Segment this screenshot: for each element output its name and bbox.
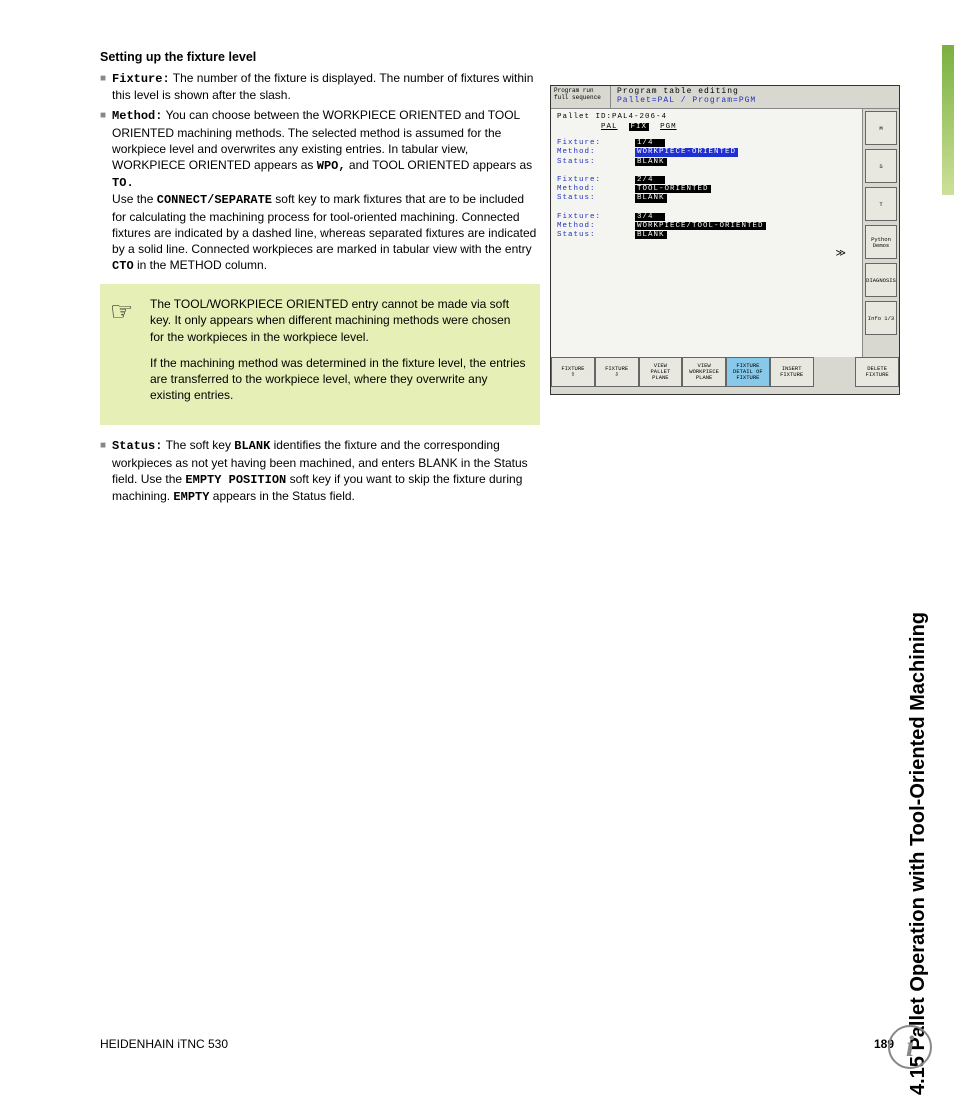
- cnc-softkey[interactable]: DELETEFIXTURE: [855, 357, 899, 387]
- term-to: TO.: [112, 176, 134, 190]
- pointing-hand-icon: ☞: [110, 294, 133, 329]
- cnc-fixture-value: 2/4: [635, 176, 665, 184]
- side-title-container: 4.15 Pallet Operation with Tool-Oriented…: [904, 45, 934, 865]
- cnc-header: Program run full sequence Program table …: [551, 86, 899, 109]
- cnc-field-label: Status:: [557, 231, 635, 239]
- text: appears in the Status field.: [209, 489, 354, 503]
- cnc-softkey[interactable]: VIEWPALLETPLANE: [639, 357, 683, 387]
- cnc-method-value: WORKPIECE-ORIENTED: [635, 148, 738, 156]
- cnc-fixture-group: Fixture:3/4Method:WORKPIECE/TOOL-ORIENTE…: [557, 213, 856, 240]
- cnc-side-button[interactable]: S: [865, 149, 897, 183]
- cnc-softkey[interactable]: VIEWWORKPIECEPLANE: [682, 357, 726, 387]
- term-status: Status:: [112, 439, 162, 453]
- note-box: ☞ The TOOL/WORKPIECE ORIENTED entry cann…: [100, 284, 540, 425]
- cnc-field-label: Method:: [557, 222, 635, 230]
- cnc-softkey-spacer: [814, 357, 856, 387]
- text: and TOOL ORIENTED appears as: [346, 158, 533, 172]
- bullet-mark: ■: [100, 439, 106, 505]
- term-fixture: Fixture:: [112, 72, 170, 86]
- cnc-side-panel: MST PythonDemos DIAGNOSIS Info 1/3: [863, 109, 899, 357]
- note-paragraph: The TOOL/WORKPIECE ORIENTED entry cannot…: [150, 296, 526, 345]
- bullet-mark: ■: [100, 109, 106, 274]
- cnc-side-button[interactable]: M: [865, 111, 897, 145]
- cnc-pallet-id: Pallet ID:PAL4-206-4: [557, 113, 856, 121]
- cnc-method-value: TOOL-ORIENTED: [635, 185, 711, 193]
- cnc-field-label: Status:: [557, 194, 635, 202]
- cnc-softkey[interactable]: FIXTURE⇩: [595, 357, 639, 387]
- cnc-side-button[interactable]: DIAGNOSIS: [865, 263, 897, 297]
- cnc-field-label: Method:: [557, 185, 635, 193]
- text: The number of the fixture is displayed. …: [112, 71, 533, 102]
- cnc-softkey-bar: FIXTURE⇧FIXTURE⇩VIEWPALLETPLANEVIEWWORKP…: [551, 357, 899, 387]
- cnc-fixture-group: Fixture:1/4Method:WORKPIECE-ORIENTEDStat…: [557, 139, 856, 166]
- cnc-tab-pal: PAL: [601, 123, 618, 131]
- note-paragraph: If the machining method was determined i…: [150, 355, 526, 404]
- cnc-softkey[interactable]: INSERTFIXTURE: [770, 357, 814, 387]
- cnc-main-area: Pallet ID:PAL4-206-4 PAL FIX PGM Fixture…: [551, 109, 863, 357]
- term-empty-position: EMPTY POSITION: [185, 473, 286, 487]
- term-empty: EMPTY: [173, 490, 209, 504]
- side-accent-bar: [942, 45, 954, 195]
- bullet-method: ■ Method: You can choose between the WOR…: [100, 107, 540, 274]
- bullet-mark: ■: [100, 72, 106, 103]
- cnc-mode-line: full sequence: [554, 95, 607, 102]
- bullet-fixture: ■ Fixture: The number of the fixture is …: [100, 70, 540, 103]
- term-method: Method:: [112, 109, 162, 123]
- term-blank: BLANK: [234, 439, 270, 453]
- cnc-method-value: WORKPIECE/TOOL-ORIENTED: [635, 222, 766, 230]
- cnc-field-label: Fixture:: [557, 139, 635, 147]
- cnc-side-button[interactable]: PythonDemos: [865, 225, 897, 259]
- cnc-side-button[interactable]: Info 1/3: [865, 301, 897, 335]
- section-side-title: 4.15 Pallet Operation with Tool-Oriented…: [908, 612, 931, 1095]
- cnc-softkey[interactable]: FIXTURE⇧: [551, 357, 595, 387]
- cnc-fixture-value: 1/4: [635, 139, 665, 147]
- cnc-tabs: PAL FIX PGM: [557, 123, 856, 131]
- cnc-mode-box: Program run full sequence: [551, 86, 611, 108]
- cnc-field-label: Fixture:: [557, 213, 635, 221]
- term-wpo: WPO,: [317, 159, 346, 173]
- cnc-status-value: BLANK: [635, 194, 667, 202]
- cnc-softkey[interactable]: FIXTUREDETAIL OFFIXTURE: [726, 357, 770, 387]
- cnc-tab-pgm: PGM: [660, 123, 677, 131]
- info-icon: i: [888, 1025, 932, 1069]
- cnc-status-value: BLANK: [635, 231, 667, 239]
- cnc-fixture-value: 3/4: [635, 213, 665, 221]
- cnc-status-value: BLANK: [635, 158, 667, 166]
- bullet-status: ■ Status: The soft key BLANK identifies …: [100, 437, 540, 505]
- cnc-tab-fix: FIX: [629, 123, 650, 131]
- page-footer: HEIDENHAIN iTNC 530 189: [100, 1037, 894, 1051]
- text: Use the: [112, 192, 157, 206]
- section-heading: Setting up the fixture level: [100, 50, 540, 64]
- footer-product: HEIDENHAIN iTNC 530: [100, 1037, 228, 1051]
- term-cto: CTO: [112, 259, 134, 273]
- cnc-fixture-group: Fixture:2/4Method:TOOL-ORIENTEDStatus:BL…: [557, 176, 856, 203]
- text: The soft key: [162, 438, 234, 452]
- cnc-field-label: Fixture:: [557, 176, 635, 184]
- cnc-side-button[interactable]: T: [865, 187, 897, 221]
- cnc-field-label: Status:: [557, 158, 635, 166]
- term-connect-separate: CONNECT/SEPARATE: [157, 193, 272, 207]
- cnc-screenshot: Program run full sequence Program table …: [550, 85, 900, 395]
- cnc-field-label: Method:: [557, 148, 635, 156]
- scroll-arrow-icon: ≫: [557, 249, 856, 260]
- cnc-subtitle: Pallet=PAL / Program=PGM: [617, 97, 893, 106]
- text: in the METHOD column.: [134, 258, 267, 272]
